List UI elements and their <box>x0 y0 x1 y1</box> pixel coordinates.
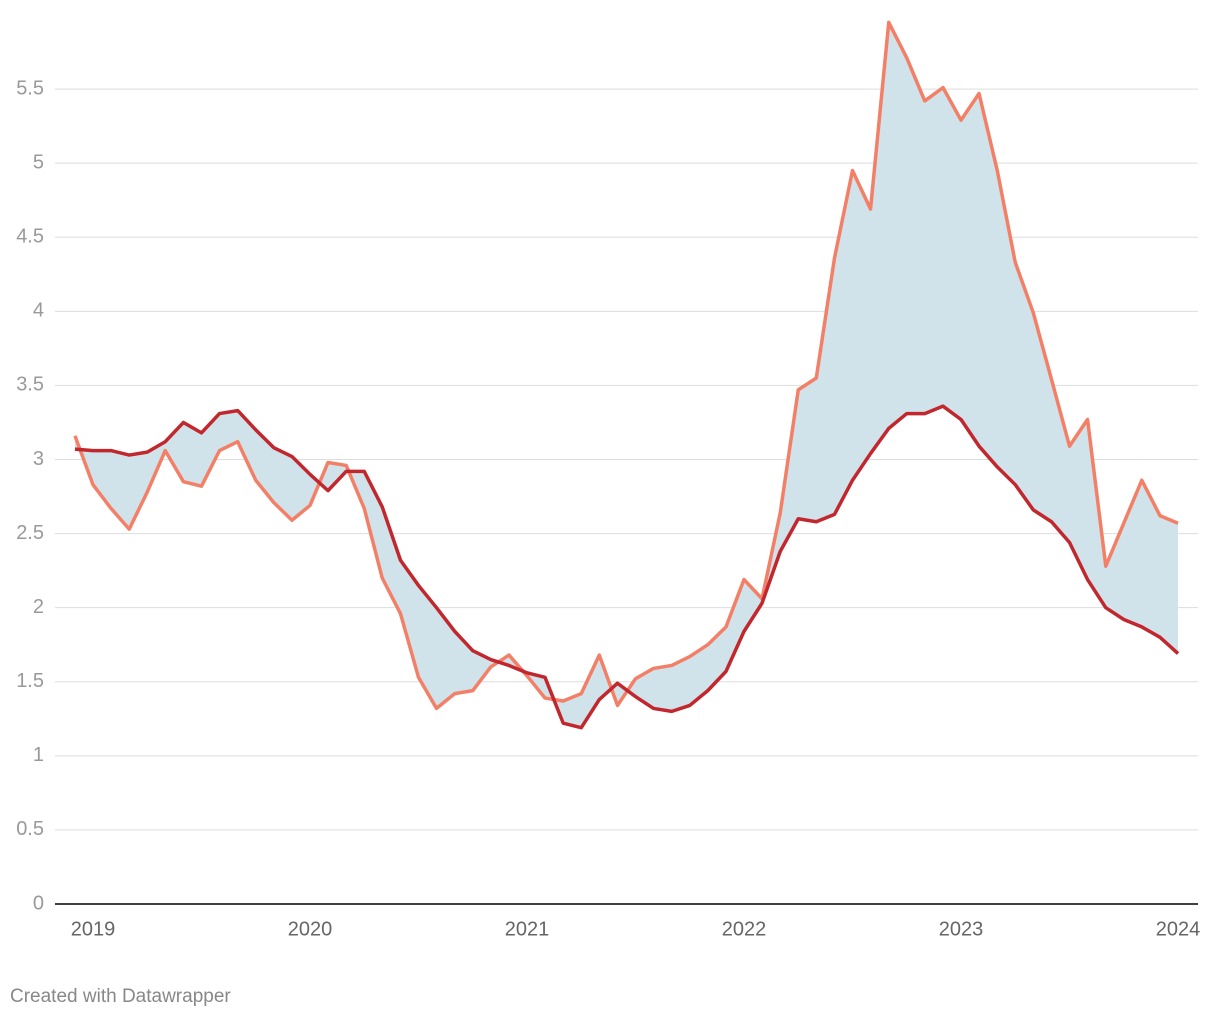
y-tick-label: 1 <box>33 744 44 766</box>
y-tick-label: 2 <box>33 596 44 618</box>
y-tick-label: 0 <box>33 892 44 914</box>
x-tick-label: 2020 <box>288 918 333 940</box>
y-tick-label: 5 <box>33 151 44 173</box>
series-line <box>73 20 1179 711</box>
x-tick-label: 2021 <box>505 918 550 940</box>
y-tick-label: 2.5 <box>16 522 44 544</box>
y-tick-label: 0.5 <box>16 818 44 840</box>
x-tick-label: 2024 <box>1156 918 1201 940</box>
y-tick-label: 3 <box>33 448 44 470</box>
series-line <box>74 404 1180 730</box>
band-area <box>74 22 1179 728</box>
x-tick-label: 2022 <box>722 918 767 940</box>
x-tick-label: 2019 <box>71 918 116 940</box>
y-tick-label: 5.5 <box>16 77 44 99</box>
y-tick-label: 1.5 <box>16 670 44 692</box>
y-tick-label: 3.5 <box>16 374 44 396</box>
y-tick-label: 4 <box>33 300 44 322</box>
y-tick-label: 4.5 <box>16 226 44 248</box>
credit: Created with Datawrapper <box>10 986 231 1007</box>
x-tick-label: 2023 <box>939 918 984 940</box>
